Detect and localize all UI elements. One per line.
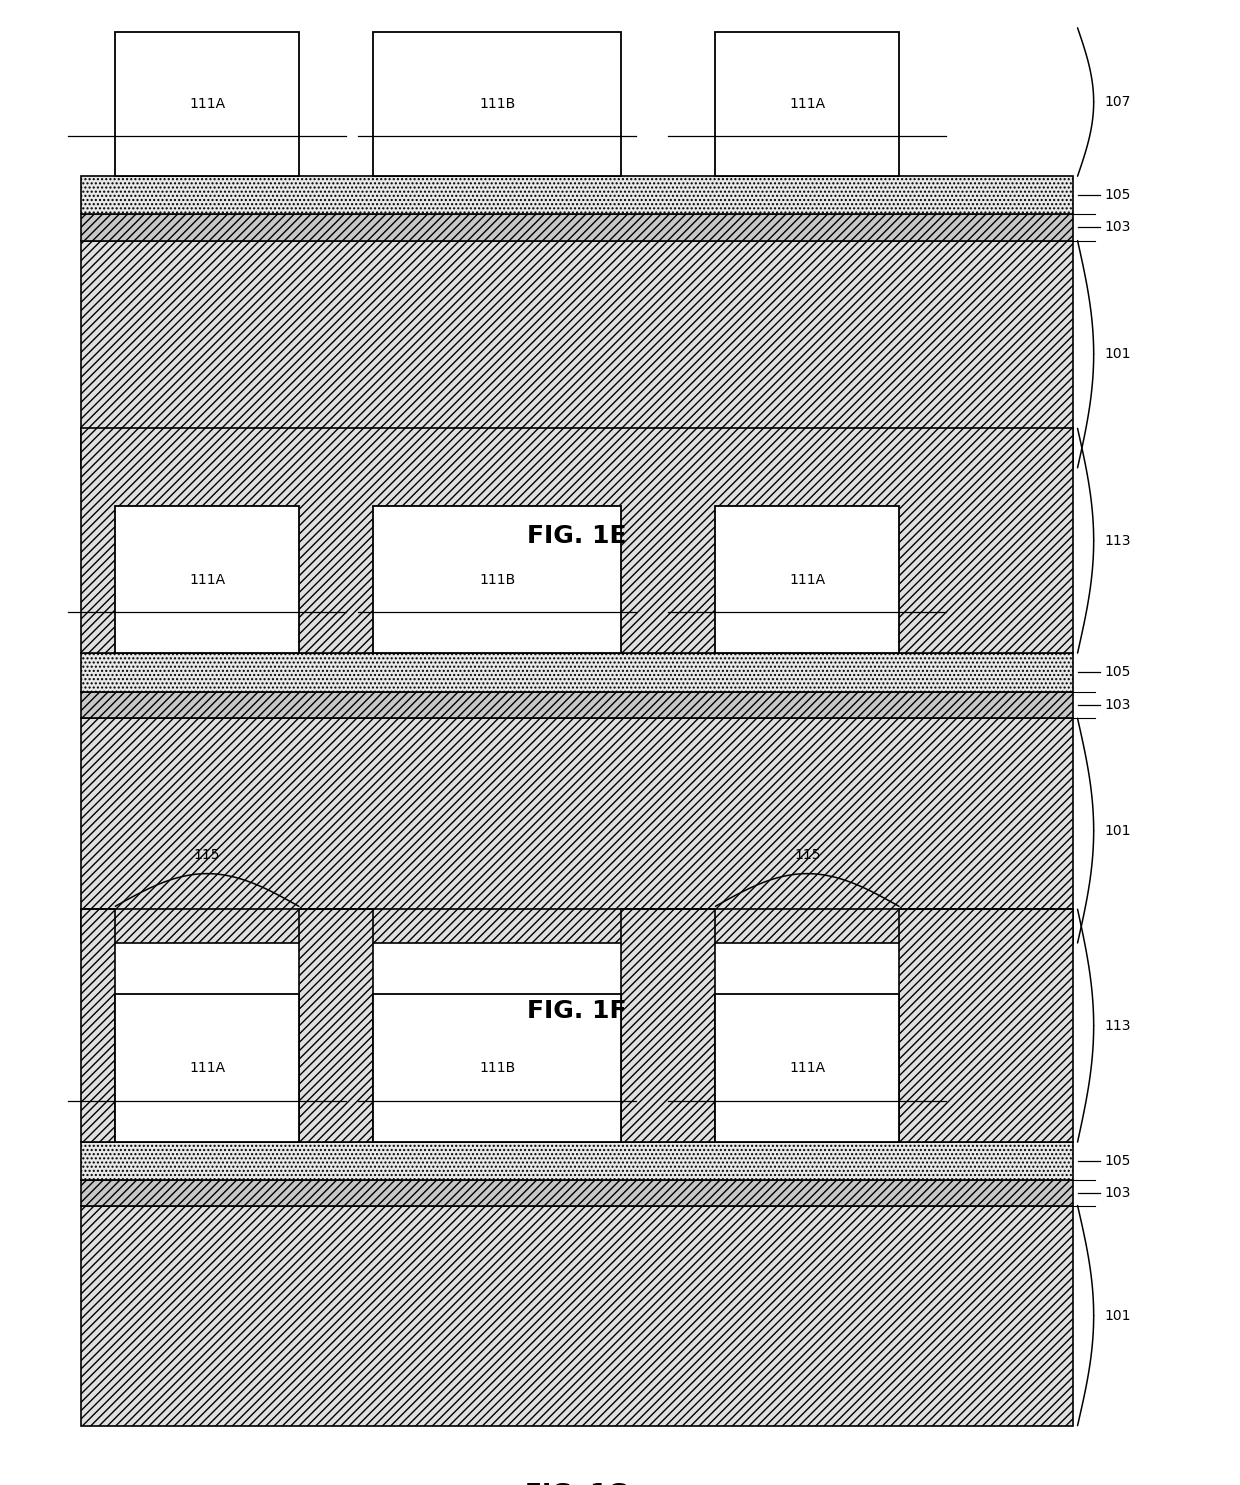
Text: 111A: 111A [188, 573, 226, 587]
Text: 101: 101 [1105, 1308, 1131, 1323]
Bar [81, 214, 1073, 241]
Bar [81, 177, 1073, 214]
Text: FIG. 1E: FIG. 1E [527, 524, 626, 548]
Text: 111B: 111B [479, 97, 516, 111]
Text: 111A: 111A [188, 1060, 226, 1075]
Text: 111B: 111B [479, 1060, 516, 1075]
Bar [373, 33, 621, 177]
Bar [299, 909, 373, 1142]
Text: 115: 115 [794, 848, 821, 861]
Text: 111A: 111A [188, 97, 226, 111]
Bar [81, 909, 115, 1142]
Text: 111A: 111A [789, 573, 826, 587]
Text: 101: 101 [1105, 347, 1131, 361]
Bar [373, 506, 621, 653]
Bar [81, 653, 1073, 692]
Bar [81, 692, 1073, 719]
Text: 111A: 111A [789, 97, 826, 111]
Bar [115, 33, 299, 177]
Text: 103: 103 [1105, 698, 1131, 713]
Bar [115, 506, 299, 653]
Bar [81, 719, 1073, 943]
Text: FIG. 1F: FIG. 1F [527, 999, 626, 1023]
Bar [373, 993, 621, 1142]
Text: FIG. 1G: FIG. 1G [525, 1482, 629, 1485]
Text: 105: 105 [1105, 189, 1131, 202]
Bar [81, 429, 1073, 653]
Bar [115, 993, 299, 1142]
Text: 107: 107 [1105, 95, 1131, 108]
Text: 113: 113 [1105, 533, 1131, 548]
Text: 113: 113 [1105, 1019, 1131, 1032]
Bar [899, 909, 1073, 1142]
Bar [81, 1181, 1073, 1206]
Text: 105: 105 [1105, 665, 1131, 680]
Text: 105: 105 [1105, 1154, 1131, 1169]
Text: 101: 101 [1105, 824, 1131, 838]
Bar [81, 1206, 1073, 1426]
Bar [621, 909, 715, 1142]
Bar [81, 1142, 1073, 1181]
Bar [715, 33, 899, 177]
Text: 115: 115 [193, 848, 221, 861]
Text: 103: 103 [1105, 1187, 1131, 1200]
Text: 103: 103 [1105, 220, 1131, 235]
Text: 111B: 111B [479, 573, 516, 587]
Bar [715, 993, 899, 1142]
Text: 111A: 111A [789, 1060, 826, 1075]
Bar [715, 506, 899, 653]
Bar [81, 241, 1073, 468]
